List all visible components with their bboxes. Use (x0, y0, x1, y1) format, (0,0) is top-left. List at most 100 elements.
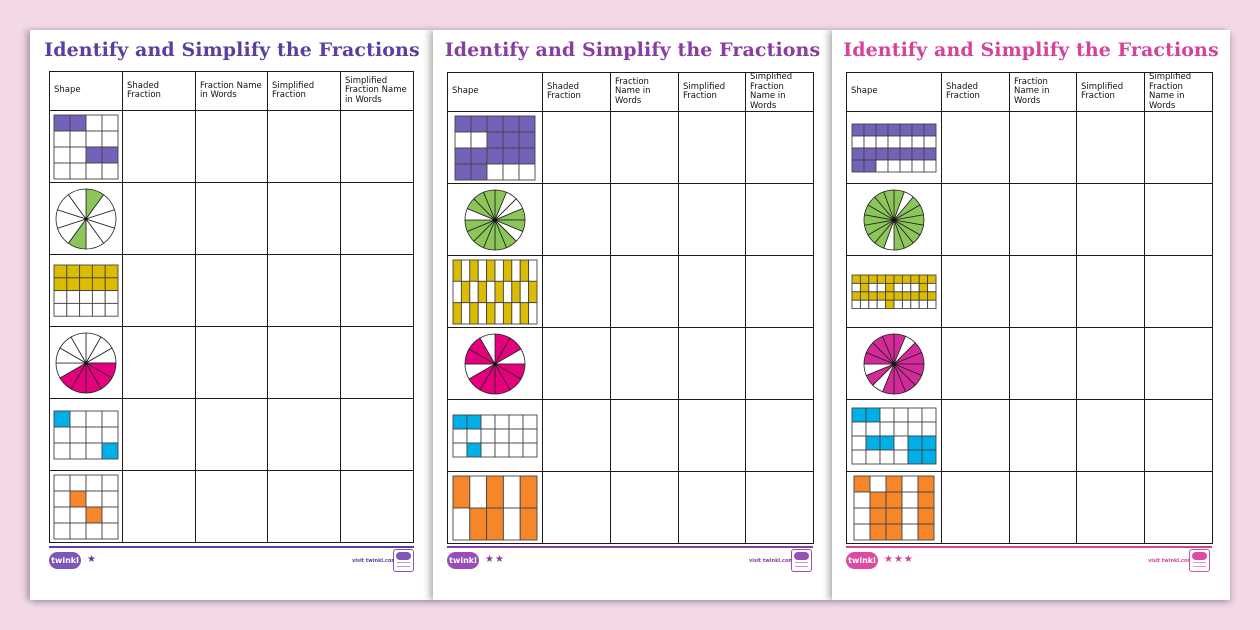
simplified-fraction-answer-cell[interactable] (267, 182, 341, 255)
simplified-fraction-answer-cell[interactable] (267, 470, 341, 543)
fraction-name-answer-cell[interactable] (1009, 183, 1077, 256)
simplified-name-answer-cell[interactable] (340, 398, 414, 471)
table-header-row: Shape Shaded Fraction Fraction Name in W… (846, 72, 1213, 112)
simplified-name-answer-cell[interactable] (745, 327, 814, 400)
simplified-name-answer-cell[interactable] (745, 183, 814, 256)
shape-cell (447, 471, 543, 544)
simplified-name-answer-cell[interactable] (745, 111, 814, 184)
shaded-fraction-answer-cell[interactable] (941, 255, 1010, 328)
simplified-fraction-answer-cell[interactable] (678, 399, 746, 472)
shape-cell (49, 398, 123, 471)
simplified-name-answer-cell[interactable] (340, 470, 414, 543)
table-header-row: Shape Shaded Fraction Fraction Name in W… (49, 71, 414, 111)
shaded-fraction-answer-cell[interactable] (542, 399, 611, 472)
simplified-fraction-answer-cell[interactable] (1076, 399, 1145, 472)
table-row (447, 327, 814, 400)
fraction-name-answer-cell[interactable] (195, 182, 268, 255)
simplified-name-answer-cell[interactable] (745, 471, 814, 544)
table-row (447, 471, 814, 544)
simplified-fraction-answer-cell[interactable] (1076, 471, 1145, 544)
shaded-fraction-answer-cell[interactable] (122, 254, 196, 327)
simplified-name-answer-cell[interactable] (1144, 471, 1213, 544)
fraction-name-answer-cell[interactable] (1009, 471, 1077, 544)
fraction-name-answer-cell[interactable] (610, 111, 679, 184)
simplified-fraction-answer-cell[interactable] (678, 327, 746, 400)
fraction-circle-icon (847, 189, 941, 251)
shaded-fraction-answer-cell[interactable] (122, 110, 196, 183)
fraction-name-answer-cell[interactable] (1009, 399, 1077, 472)
simplified-name-answer-cell[interactable] (1144, 183, 1213, 256)
simplified-fraction-answer-cell[interactable] (678, 471, 746, 544)
header-shaded-fraction: Shaded Fraction (542, 72, 611, 112)
table-row (846, 399, 1213, 472)
simplified-name-answer-cell[interactable] (745, 399, 814, 472)
simplified-name-answer-cell[interactable] (1144, 399, 1213, 472)
fraction-name-answer-cell[interactable] (195, 470, 268, 543)
simplified-fraction-answer-cell[interactable] (1076, 255, 1145, 328)
simplified-fraction-answer-cell[interactable] (267, 110, 341, 183)
fraction-name-answer-cell[interactable] (195, 398, 268, 471)
fraction-name-answer-cell[interactable] (1009, 111, 1077, 184)
fraction-name-answer-cell[interactable] (195, 254, 268, 327)
fraction-grid-icon (847, 123, 941, 173)
visit-twinkl-link[interactable]: visit twinkl.com (1148, 558, 1193, 564)
fraction-name-answer-cell[interactable] (610, 471, 679, 544)
simplified-fraction-answer-cell[interactable] (1076, 183, 1145, 256)
shaded-fraction-answer-cell[interactable] (122, 182, 196, 255)
worksheet-title: Identify and Simplify the Fractions (444, 39, 821, 61)
simplified-name-answer-cell[interactable] (340, 254, 414, 327)
worksheet-3-level-3: Identify and Simplify the Fractions Shap… (832, 30, 1230, 600)
simplified-name-answer-cell[interactable] (340, 110, 414, 183)
table-row (447, 399, 814, 472)
simplified-fraction-answer-cell[interactable] (1076, 111, 1145, 184)
shaded-fraction-answer-cell[interactable] (542, 255, 611, 328)
shaded-fraction-answer-cell[interactable] (542, 471, 611, 544)
fraction-name-answer-cell[interactable] (610, 255, 679, 328)
visit-twinkl-link[interactable]: visit twinkl.com (352, 558, 397, 564)
worksheet-2-level-2: Identify and Simplify the Fractions Shap… (433, 30, 832, 600)
simplified-fraction-answer-cell[interactable] (267, 398, 341, 471)
fraction-name-answer-cell[interactable] (1009, 255, 1077, 328)
fraction-name-answer-cell[interactable] (1009, 327, 1077, 400)
shaded-fraction-answer-cell[interactable] (941, 111, 1010, 184)
simplified-fraction-answer-cell[interactable] (678, 111, 746, 184)
fraction-grid-icon (448, 259, 542, 325)
shaded-fraction-answer-cell[interactable] (941, 327, 1010, 400)
fraction-name-answer-cell[interactable] (195, 110, 268, 183)
fraction-grid-icon (50, 410, 122, 460)
quality-standard-badge-icon (1189, 549, 1210, 572)
simplified-fraction-answer-cell[interactable] (678, 255, 746, 328)
fraction-name-answer-cell[interactable] (610, 183, 679, 256)
fraction-name-answer-cell[interactable] (610, 399, 679, 472)
fraction-grid-icon (448, 115, 542, 181)
difficulty-stars-icon: ★ (87, 554, 97, 565)
visit-twinkl-link[interactable]: visit twinkl.com (749, 558, 794, 564)
shaded-fraction-answer-cell[interactable] (542, 183, 611, 256)
simplified-fraction-answer-cell[interactable] (267, 326, 341, 399)
table-row (49, 254, 414, 327)
simplified-name-answer-cell[interactable] (340, 326, 414, 399)
shaded-fraction-answer-cell[interactable] (941, 183, 1010, 256)
fraction-name-answer-cell[interactable] (195, 326, 268, 399)
simplified-name-answer-cell[interactable] (340, 182, 414, 255)
simplified-name-answer-cell[interactable] (745, 255, 814, 328)
table-row (447, 111, 814, 184)
simplified-fraction-answer-cell[interactable] (267, 254, 341, 327)
shaded-fraction-answer-cell[interactable] (542, 111, 611, 184)
simplified-fraction-answer-cell[interactable] (678, 183, 746, 256)
shaded-fraction-answer-cell[interactable] (941, 471, 1010, 544)
shape-cell (447, 183, 543, 256)
shaded-fraction-answer-cell[interactable] (941, 399, 1010, 472)
simplified-name-answer-cell[interactable] (1144, 111, 1213, 184)
simplified-name-answer-cell[interactable] (1144, 255, 1213, 328)
shaded-fraction-answer-cell[interactable] (542, 327, 611, 400)
table-row (846, 111, 1213, 184)
shaded-fraction-answer-cell[interactable] (122, 470, 196, 543)
shaded-fraction-answer-cell[interactable] (122, 326, 196, 399)
simplified-name-answer-cell[interactable] (1144, 327, 1213, 400)
fraction-name-answer-cell[interactable] (610, 327, 679, 400)
shape-cell (447, 399, 543, 472)
simplified-fraction-answer-cell[interactable] (1076, 327, 1145, 400)
table-row (49, 326, 414, 399)
shaded-fraction-answer-cell[interactable] (122, 398, 196, 471)
